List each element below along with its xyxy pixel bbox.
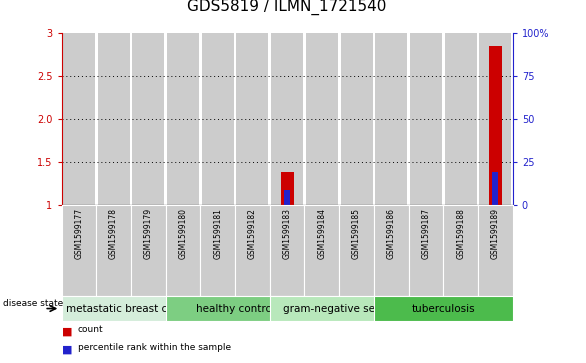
Bar xyxy=(284,189,290,205)
Bar xyxy=(237,33,268,205)
Bar xyxy=(410,33,442,205)
Bar xyxy=(340,33,373,205)
Bar xyxy=(445,33,476,205)
Text: GSM1599185: GSM1599185 xyxy=(352,208,361,259)
Text: GSM1599181: GSM1599181 xyxy=(213,208,222,259)
Text: percentile rank within the sample: percentile rank within the sample xyxy=(78,343,231,352)
Text: GSM1599188: GSM1599188 xyxy=(456,208,465,259)
Text: count: count xyxy=(78,325,104,334)
Text: tuberculosis: tuberculosis xyxy=(411,303,475,314)
Text: GSM1599187: GSM1599187 xyxy=(421,208,431,259)
Text: ■: ■ xyxy=(62,327,72,337)
Text: healthy control: healthy control xyxy=(196,303,274,314)
Bar xyxy=(271,33,303,205)
Text: GSM1599186: GSM1599186 xyxy=(387,208,396,259)
Bar xyxy=(98,33,130,205)
Text: ■: ■ xyxy=(62,345,72,355)
Text: GSM1599182: GSM1599182 xyxy=(248,208,257,259)
Bar xyxy=(202,33,234,205)
Text: metastatic breast cancer: metastatic breast cancer xyxy=(66,303,196,314)
Text: GDS5819 / ILMN_1721540: GDS5819 / ILMN_1721540 xyxy=(188,0,387,15)
Text: GSM1599178: GSM1599178 xyxy=(109,208,118,259)
Bar xyxy=(281,172,294,205)
Bar xyxy=(167,33,199,205)
Text: GSM1599179: GSM1599179 xyxy=(144,208,153,259)
Bar xyxy=(479,33,512,205)
Text: GSM1599184: GSM1599184 xyxy=(318,208,326,259)
Bar xyxy=(306,33,338,205)
Text: gram-negative sepsis: gram-negative sepsis xyxy=(283,303,396,314)
Bar xyxy=(132,33,164,205)
Text: GSM1599183: GSM1599183 xyxy=(282,208,292,259)
Text: GSM1599177: GSM1599177 xyxy=(74,208,83,259)
Bar xyxy=(489,46,502,205)
Bar xyxy=(63,33,95,205)
Text: GSM1599180: GSM1599180 xyxy=(179,208,188,259)
Bar xyxy=(375,33,407,205)
Text: disease state: disease state xyxy=(3,299,63,307)
Text: GSM1599189: GSM1599189 xyxy=(491,208,500,259)
Bar xyxy=(492,172,498,205)
